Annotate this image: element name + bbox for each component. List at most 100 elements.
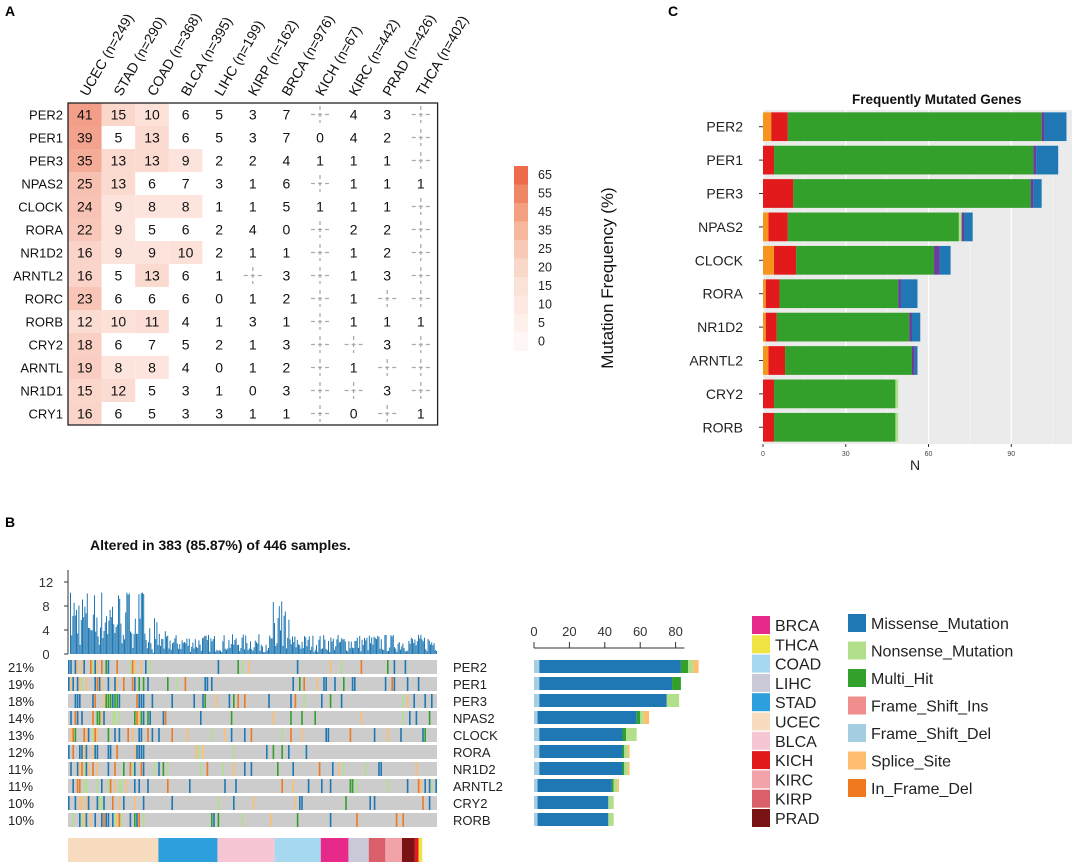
mutation-cell [109,745,112,759]
bar-segment [779,279,899,309]
mutation-cell [94,660,96,674]
tmb-bar [266,650,268,654]
mutation-cell [83,728,85,742]
mutation-cell [118,779,121,793]
mutation-cell [85,813,88,827]
mutation-cell [171,694,173,708]
mutation-cell [327,728,330,742]
mutation-cell [402,711,404,725]
tmb-bar [274,623,275,654]
mutation-cell [98,677,101,691]
mutation-cell [114,813,116,827]
bar-segment [961,212,965,242]
heatmap-cell [135,149,169,172]
tmb-bar [186,638,188,654]
heatmap-cell [135,195,169,218]
tmb-bar [378,636,380,654]
side-bar-segment [666,694,680,707]
heatmap-cell-value: 13 [144,130,160,146]
tmb-bar [310,650,311,654]
cancer-legend-swatch [752,770,770,789]
tmb-bar [374,637,376,654]
mutation-cell [134,796,136,810]
tmb-bar [187,645,189,654]
tmb-bar [149,628,151,654]
heatmap-cell [135,126,169,149]
side-bar-segment [672,677,681,690]
heatmap-cell-value: 1 [350,199,358,215]
heatmap-cell [101,149,136,172]
category-label: PER2 [706,119,743,135]
tmb-bar [172,643,173,654]
heatmap-cell-value: 13 [144,153,160,169]
mutation-cell [83,779,85,793]
side-bar-segment [539,660,681,673]
tmb-bar [223,635,225,654]
mutation-cell [329,813,332,827]
tmb-bar [86,593,88,654]
mutation-cell [380,762,382,776]
tmb-bar [401,646,403,654]
heatmap-cell-value: 0 [316,130,324,146]
cancer-legend-swatch [752,789,770,808]
legend-swatch [514,221,528,240]
side-bar-segment [539,677,673,690]
mutation-cell [142,711,145,725]
cohort-strip-segment [401,838,415,862]
legend-swatch [514,166,528,185]
tmb-bar [218,650,220,654]
heatmap-cell-value: 7 [283,130,291,146]
tmb-bar [386,651,388,654]
mutation-cell [107,779,110,793]
oncoplot-row-bg [68,677,437,691]
tmb-bar [91,630,93,654]
heatmap-cell-value: 7 [182,176,190,192]
x-tick-label: 0 [761,451,765,458]
heatmap-cell-value: 5 [215,107,223,123]
bar-segment [898,279,901,309]
mutation-cell [215,694,217,708]
bar-segment [774,145,1034,175]
tmb-bar [250,641,251,654]
side-bar-segment [627,762,630,775]
heatmap-row-label: CRY2 [29,338,63,353]
bar-segment [763,245,775,275]
mutation-cell [387,728,389,742]
bar-segment [763,412,775,442]
bar-segment [796,245,935,275]
mutation-cell [395,813,398,827]
mutation-cell [422,728,424,742]
bar-segment [793,179,1031,208]
mutation-cell [292,762,294,776]
heatmap-cell-value: 0 [350,406,358,422]
tmb-bar [192,642,194,654]
tmb-bar [425,649,427,654]
variant-legend-swatch [848,641,866,660]
mutation-cell [224,728,226,742]
heatmap-cell [101,241,136,264]
tmb-bar [404,651,406,654]
tmb-bar [102,638,104,654]
tmb-bar [202,638,203,654]
mutation-cell [272,745,275,759]
tmb-bar [262,646,263,654]
tmb-bar [205,635,207,654]
mutation-cell [329,694,332,708]
heatmap-cell-value: 3 [182,406,190,422]
cancer-legend-swatch [752,654,770,673]
bar-segment [1036,145,1059,175]
tmb-y-tick-label: 4 [42,623,49,638]
mutation-cell [424,779,426,793]
tmb-bar [95,631,97,654]
mutation-cell [68,677,70,691]
heatmap-cell-value: 0 [215,360,223,376]
mutation-cell [356,813,358,827]
tmb-bar [368,635,370,654]
tmb-bar [431,642,433,654]
tmb-bar [270,638,272,654]
mutation-cell [131,762,134,776]
heatmap-cell-value: 1 [215,199,223,215]
heatmap-row-label: CLOCK [18,200,63,215]
gene-percent: 11% [8,779,33,794]
tmb-bar [288,619,290,654]
